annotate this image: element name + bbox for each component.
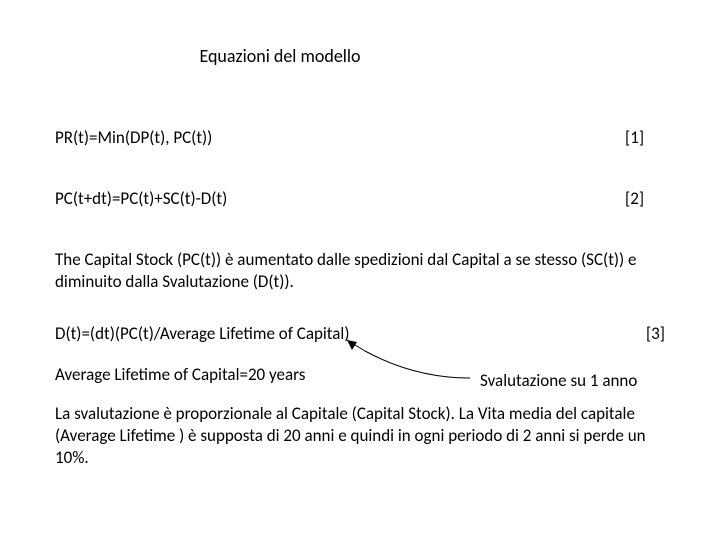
annotation-row: Average Lifetime of Capital=20 years Sva… bbox=[55, 364, 665, 385]
paragraph-2: La svalutazione è proporzionale al Capit… bbox=[55, 403, 665, 469]
equation-2-row: PC(t+dt)=PC(t)+SC(t)-D(t) [2] bbox=[55, 188, 665, 209]
equation-1-number: [1] bbox=[625, 127, 665, 148]
equation-2-text: PC(t+dt)=PC(t)+SC(t)-D(t) bbox=[55, 188, 625, 209]
paragraph-1: The Capital Stock (PC(t)) è aumentato da… bbox=[55, 249, 665, 293]
equation-3-number: [3] bbox=[646, 323, 665, 344]
arrow-icon bbox=[335, 336, 475, 381]
equation-3-text: D(t)=(dt)(PC(t)/Average Lifetime of Capi… bbox=[55, 323, 349, 344]
equation-2-number: [2] bbox=[625, 188, 665, 209]
slide-title: Equazioni del modello bbox=[155, 45, 405, 67]
annotation-label: Svalutazione su 1 anno bbox=[480, 370, 637, 391]
equation-1-row: PR(t)=Min(DP(t), PC(t)) [1] bbox=[55, 127, 665, 148]
equation-1-text: PR(t)=Min(DP(t), PC(t)) bbox=[55, 127, 625, 148]
average-lifetime-text: Average Lifetime of Capital=20 years bbox=[55, 364, 305, 385]
